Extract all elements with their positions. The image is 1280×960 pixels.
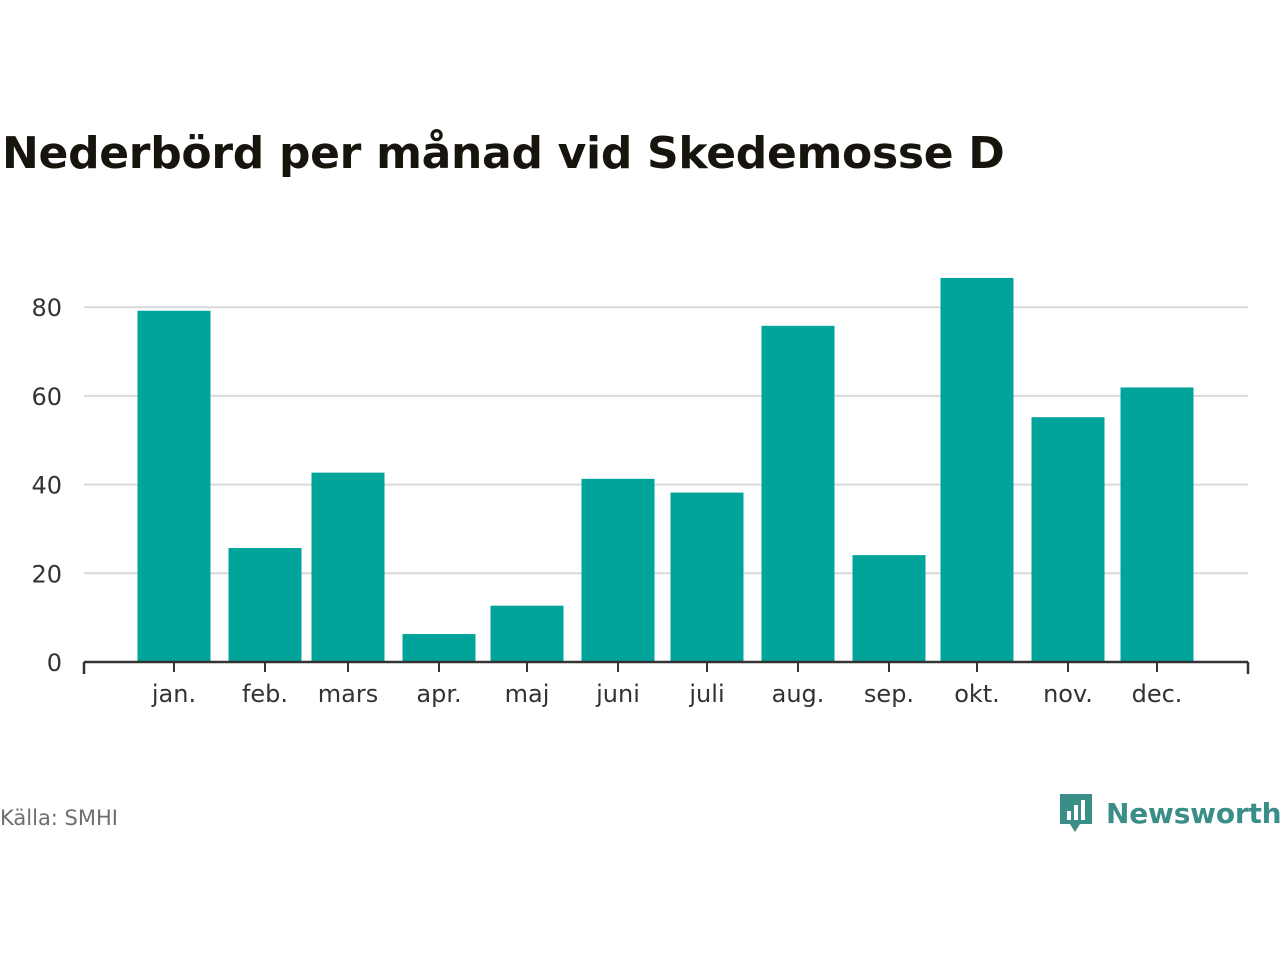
x-tick-label: mars <box>318 680 378 708</box>
bar-apr <box>402 634 476 662</box>
y-tick-label: 60 <box>31 383 62 411</box>
x-tick-label: nov. <box>1043 680 1093 708</box>
x-tick-label: dec. <box>1132 680 1183 708</box>
newsworthy-logo-icon <box>1060 794 1092 832</box>
x-tick-label: juli <box>688 680 724 708</box>
bar-feb <box>228 548 302 662</box>
bar-okt <box>940 277 1014 662</box>
bar-dec <box>1120 387 1194 662</box>
brand-logo[interactable]: Newsworthy <box>1058 792 1280 834</box>
bar-jan <box>137 310 211 662</box>
x-tick-label: apr. <box>416 680 461 708</box>
bars <box>137 277 1194 662</box>
y-tick-label: 40 <box>31 472 62 500</box>
tick-labels: 0 20 40 60 80 jan. feb. mars apr. maj juni juli aug.… <box>31 294 1182 708</box>
y-tick-label: 0 <box>47 649 62 677</box>
bar-aug <box>761 325 835 662</box>
bar-mars <box>311 472 385 662</box>
bar-nov <box>1031 417 1105 662</box>
brand-name: Newsworthy <box>1106 796 1280 830</box>
y-tick-label: 20 <box>31 560 62 588</box>
x-tick-label: juni <box>595 680 640 708</box>
x-tick-label: okt. <box>954 680 1000 708</box>
bar-sep <box>852 555 926 662</box>
x-tick-label: aug. <box>772 680 825 708</box>
x-tick-label: maj <box>505 680 550 708</box>
bar-maj <box>490 605 564 662</box>
chart-title: Nederbörd per månad vid Skedemosse D <box>2 128 1005 179</box>
x-tick-label: feb. <box>242 680 288 708</box>
x-tick-label: jan. <box>151 680 196 708</box>
source-label: Källa: SMHI <box>0 806 118 830</box>
x-tick-label: sep. <box>864 680 914 708</box>
bar-juni <box>581 478 655 662</box>
y-tick-label: 80 <box>31 294 62 322</box>
bar-juli <box>670 492 744 662</box>
axes <box>82 660 1250 674</box>
